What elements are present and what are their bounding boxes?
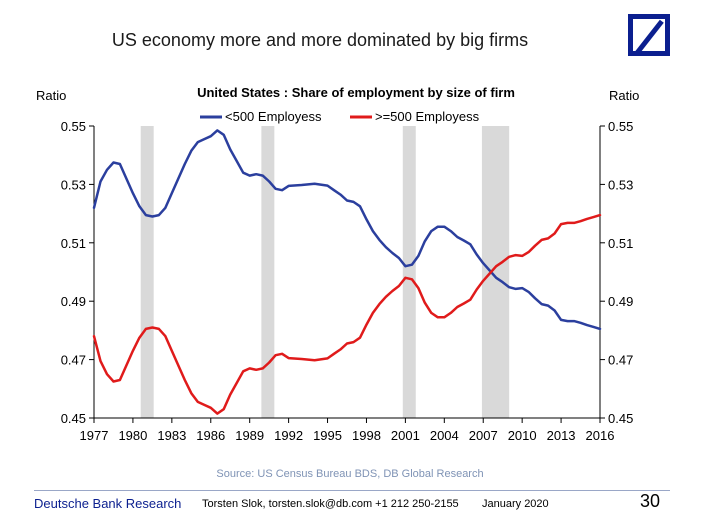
recession-band-0: [140, 126, 154, 418]
footer-brand: Deutsche Bank Research: [34, 496, 182, 511]
footer-divider: [34, 490, 670, 491]
recession-band-3: [481, 126, 510, 418]
y-tick-label-right: 0.55: [608, 119, 633, 134]
x-tick-label: 1983: [157, 428, 186, 443]
series-line-small-firms: [92, 129, 602, 331]
deutsche-bank-logo-icon: [628, 14, 670, 56]
x-tick-label: 1995: [313, 428, 342, 443]
y-tick-label-left: 0.51: [61, 236, 86, 251]
x-tick-label: 1980: [118, 428, 147, 443]
y-tick-label-right: 0.49: [608, 294, 633, 309]
y-tick-label-right: 0.45: [608, 411, 633, 426]
chart-title: United States : Share of employment by s…: [197, 85, 515, 100]
footer-date: January 2020: [482, 498, 549, 510]
series-line-large-firms: [92, 213, 602, 415]
recession-band-1: [261, 126, 275, 418]
x-tick-label: 1998: [352, 428, 381, 443]
y-tick-label-left: 0.45: [61, 411, 86, 426]
x-tick-label: 1986: [196, 428, 225, 443]
legend: <500 Employess >=500 Employess: [200, 109, 480, 124]
legend-label-small-firms: <500 Employess: [225, 109, 322, 124]
y-ticks: 0.55 0.55 0.53 0.53 0.51 0.51 0.49 0.49 0.47 0.47…: [61, 119, 634, 426]
x-ticks: 1977 1980 1983 1986 1989 1992 1995 1998 2001 2004…: [80, 418, 615, 443]
source-note: Source: US Census Bureau BDS, DB Global …: [216, 468, 483, 480]
x-tick-label: 2013: [547, 428, 576, 443]
y-axis-label-left: Ratio: [36, 88, 66, 103]
y-axis-label-right: Ratio: [609, 88, 639, 103]
x-tick-label: 1989: [235, 428, 264, 443]
slide-title: US economy more and more dominated by bi…: [111, 30, 529, 50]
y-tick-label-left: 0.55: [61, 119, 86, 134]
x-tick-label: 2007: [469, 428, 498, 443]
footer-author: Torsten Slok, torsten.slok@db.com +1 212…: [202, 498, 459, 510]
page-number: 30: [640, 491, 661, 511]
x-tick-label: 1992: [274, 428, 303, 443]
recession-bands: [140, 126, 510, 418]
x-tick-label: 2010: [508, 428, 537, 443]
x-tick-label: 2016: [586, 428, 615, 443]
legend-label-large-firms: >=500 Employess: [375, 109, 480, 124]
series-lines: [92, 129, 602, 415]
y-tick-label-left: 0.53: [61, 177, 86, 192]
x-tick-label: 2001: [391, 428, 420, 443]
y-tick-label-right: 0.51: [608, 236, 633, 251]
y-tick-label-right: 0.53: [608, 177, 633, 192]
x-tick-label: 1977: [80, 428, 109, 443]
y-tick-label-right: 0.47: [608, 353, 633, 368]
y-tick-label-left: 0.47: [61, 353, 86, 368]
y-tick-label-left: 0.49: [61, 294, 86, 309]
recession-band-2: [402, 126, 416, 418]
x-tick-label: 2004: [430, 428, 459, 443]
axes: [93, 126, 601, 419]
